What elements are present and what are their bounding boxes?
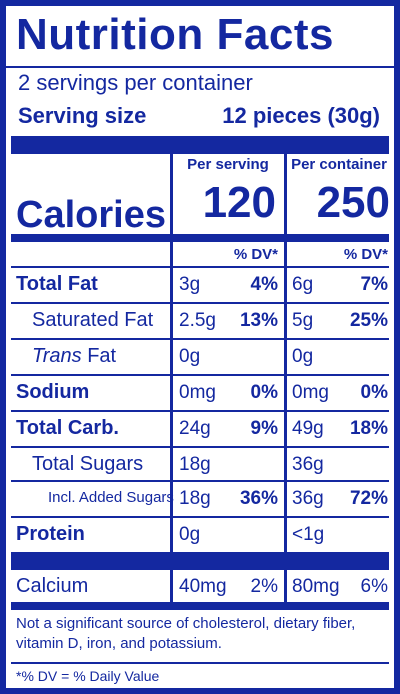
dv-per-container: 25% — [349, 310, 388, 331]
serving-size-label: Serving size — [18, 103, 147, 128]
amount-per-container: 6g — [292, 274, 314, 295]
calories-per-serving: 120 — [202, 178, 276, 227]
dv-per-serving: 36% — [239, 488, 278, 509]
dv-per-container: 72% — [349, 488, 388, 509]
calories-per-container: 250 — [316, 178, 390, 227]
amount-per-serving: 0g — [179, 524, 201, 545]
divider — [11, 302, 389, 304]
amount-per-container: 5g — [292, 310, 314, 331]
nutrient-name: Total Fat — [16, 273, 98, 295]
thick-divider — [11, 552, 389, 570]
amount-per-container: 36g — [292, 488, 324, 509]
nutrient-name: Protein — [16, 523, 85, 545]
footnote-dv: *% DV = % Daily Value — [16, 668, 160, 684]
nutrient-name: Sodium — [16, 381, 90, 403]
column-divider-left — [170, 154, 173, 602]
nutrient-name: Calcium — [16, 575, 89, 597]
divider — [11, 374, 389, 376]
trans-rest: Fat — [81, 345, 117, 367]
calories-label: Calories — [16, 194, 166, 236]
dv-header-container: % DV* — [343, 246, 388, 263]
footnote-not-significant: Not a significant source of cholesterol,… — [16, 615, 356, 652]
dv-per-container: 7% — [360, 274, 388, 295]
nutrient-name: Total Carb. — [16, 417, 119, 439]
divider — [11, 662, 389, 664]
dv-per-container: 0% — [360, 382, 388, 403]
per-serving-header: Per serving — [187, 156, 269, 173]
dv-per-serving: 9% — [250, 418, 278, 439]
divider — [11, 516, 389, 518]
dv-per-serving: 0% — [250, 382, 278, 403]
divider — [11, 446, 389, 448]
amount-per-serving: 40mg — [179, 576, 227, 597]
dv-per-container: 18% — [349, 418, 388, 439]
dv-per-serving: 4% — [250, 274, 278, 295]
nutrient-name: Incl. Added Sugars — [48, 489, 174, 506]
column-divider-right — [284, 154, 287, 602]
dv-per-serving: 2% — [250, 576, 278, 597]
dv-header-serving: % DV* — [233, 246, 278, 263]
divider — [6, 66, 394, 68]
amount-per-serving: 0g — [179, 346, 201, 367]
amount-per-container: 49g — [292, 418, 324, 439]
amount-per-serving: 2.5g — [179, 310, 216, 331]
amount-per-container: 80mg — [292, 576, 340, 597]
amount-per-serving: 3g — [179, 274, 201, 295]
divider — [11, 410, 389, 412]
calories-divider — [11, 234, 389, 242]
amount-per-container: 0g — [292, 346, 314, 367]
nutrient-name: Trans Fat — [32, 344, 116, 368]
amount-per-serving: 0mg — [179, 382, 216, 403]
amount-per-serving: 18g — [179, 488, 211, 509]
divider — [11, 266, 389, 268]
dv-per-container: 6% — [360, 576, 388, 597]
amount-per-container: 36g — [292, 454, 324, 475]
amount-per-container: <1g — [292, 524, 325, 545]
divider — [11, 338, 389, 340]
trans-italic: Trans — [32, 345, 82, 367]
amount-per-serving: 18g — [179, 454, 211, 475]
serving-size-value: 12 pieces (30g) — [222, 103, 380, 128]
label-title: Nutrition Facts — [16, 10, 334, 59]
nutrient-name: Saturated Fat — [32, 309, 154, 331]
nutrient-name: Total Sugars — [32, 453, 144, 475]
servings-per-container: 2 servings per container — [18, 70, 253, 95]
divider — [11, 480, 389, 482]
dv-per-serving: 13% — [239, 310, 278, 331]
amount-per-container: 0mg — [292, 382, 329, 403]
thick-divider — [11, 136, 389, 154]
amount-per-serving: 24g — [179, 418, 211, 439]
per-container-header: Per container — [291, 156, 387, 173]
footnote-divider — [11, 602, 389, 610]
